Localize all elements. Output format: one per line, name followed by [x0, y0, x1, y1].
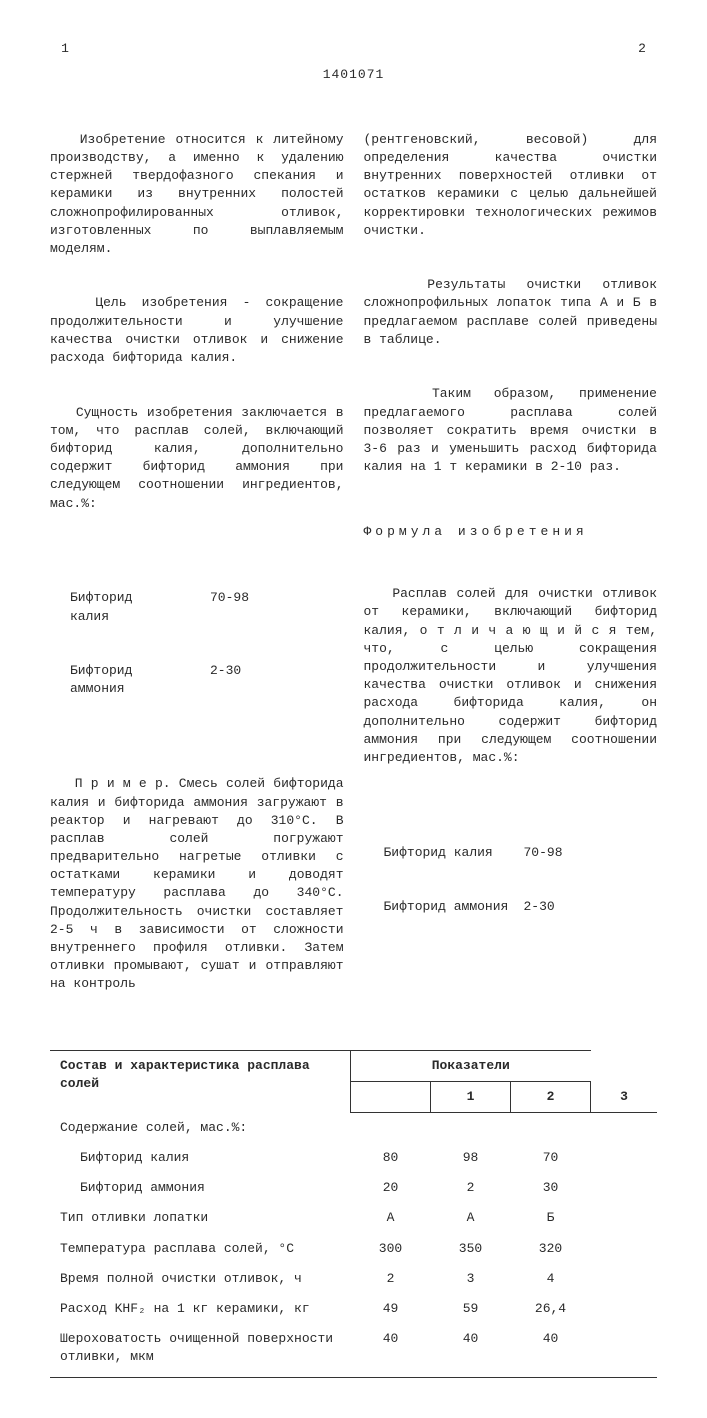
table-row: Бифторид калия809870 [50, 1143, 657, 1173]
table-row: Бифторид аммония20230 [50, 1173, 657, 1203]
table-cell: А [431, 1203, 511, 1233]
left-column: Изобретение относится к литейному произв… [50, 94, 344, 1030]
page-num-right: 2 [627, 40, 657, 58]
table-cell [431, 1113, 511, 1143]
table-cell: 40 [431, 1324, 511, 1377]
table-header-indicators: Показатели [351, 1050, 591, 1081]
table-cell: 40 [351, 1324, 431, 1377]
table-cell: 300 [351, 1234, 431, 1264]
table-col-num: 1 [431, 1082, 511, 1113]
table-row: Температура расплава солей, °C300350320 [50, 1234, 657, 1264]
page-num-left: 1 [50, 40, 80, 58]
para: Таким образом, применение предлагаемого … [364, 385, 658, 476]
table-cell: 3 [431, 1264, 511, 1294]
table-cell: 80 [351, 1143, 431, 1173]
table-cell-label: Бифторид аммония [50, 1173, 351, 1203]
table-cell: 49 [351, 1294, 431, 1324]
table-cell: Б [511, 1203, 591, 1233]
table-cell: 320 [511, 1234, 591, 1264]
table-cell: 20 [351, 1173, 431, 1203]
ingredient-row: Бифторид калия70-98 Бифторид аммония2-30 [384, 808, 658, 954]
table-cell: 40 [511, 1324, 591, 1377]
claim-text: Расплав солей для очистки отливок от кер… [364, 585, 658, 767]
table-row: Время полной очистки отливок, ч234 [50, 1264, 657, 1294]
table-cell: 2 [431, 1173, 511, 1203]
two-column-body: Изобретение относится к литейному произв… [50, 94, 657, 1030]
table-cell-label: Расход KHF₂ на 1 кг керамики, кг [50, 1294, 351, 1324]
table-cell: 98 [431, 1143, 511, 1173]
table-header-main: Состав и характеристика расплава солей [50, 1050, 351, 1112]
table-cell: 30 [511, 1173, 591, 1203]
para: (рентгеновский, весовой) для определения… [364, 131, 658, 240]
document-number: 1401071 [50, 66, 657, 84]
table-cell-label: Содержание солей, мас.%: [50, 1113, 351, 1143]
para: Цель изобретения - сокращение продолжите… [50, 294, 344, 367]
table-row: Шероховатость очищенной поверхности отли… [50, 1324, 657, 1377]
para: Изобретение относится к литейному произв… [50, 131, 344, 258]
page-header: 1 2 [50, 40, 657, 58]
data-table: Состав и характеристика расплава солей П… [50, 1050, 657, 1378]
table-cell: 350 [431, 1234, 511, 1264]
formula-title: Формула изобретения [364, 523, 658, 541]
para: П р и м е р. Смесь солей бифторида калия… [50, 775, 344, 993]
table-cell: 26,4 [511, 1294, 591, 1324]
table-cell-label: Бифторид калия [50, 1143, 351, 1173]
table-cell: 59 [431, 1294, 511, 1324]
table-col-num: 3 [591, 1082, 658, 1113]
table-cell [511, 1113, 591, 1143]
table-col-num: 2 [511, 1082, 591, 1113]
table-cell: 2 [351, 1264, 431, 1294]
table-cell [351, 1113, 431, 1143]
table-row: Тип отливки лопаткиААБ [50, 1203, 657, 1233]
table-cell: А [351, 1203, 431, 1233]
data-table-wrap: Состав и характеристика расплава солей П… [50, 1050, 657, 1378]
table-cell: 70 [511, 1143, 591, 1173]
right-column: (рентгеновский, весовой) для определения… [364, 94, 658, 1030]
table-cell: 4 [511, 1264, 591, 1294]
table-cell-label: Тип отливки лопатки [50, 1203, 351, 1233]
table-body: Содержание солей, мас.%:Бифторид калия80… [50, 1113, 657, 1377]
table-cell-label: Шероховатость очищенной поверхности отли… [50, 1324, 351, 1377]
table-row: Содержание солей, мас.%: [50, 1113, 657, 1143]
table-row: Расход KHF₂ на 1 кг керамики, кг495926,4 [50, 1294, 657, 1324]
para: Результаты очистки отливок сложнопрофиль… [364, 276, 658, 349]
para: Сущность изобретения заключается в том, … [50, 404, 344, 513]
ingredient-row: Бифторид калия70-98 Бифторид аммония2-30 [70, 553, 344, 735]
table-cell-label: Температура расплава солей, °C [50, 1234, 351, 1264]
table-cell-label: Время полной очистки отливок, ч [50, 1264, 351, 1294]
